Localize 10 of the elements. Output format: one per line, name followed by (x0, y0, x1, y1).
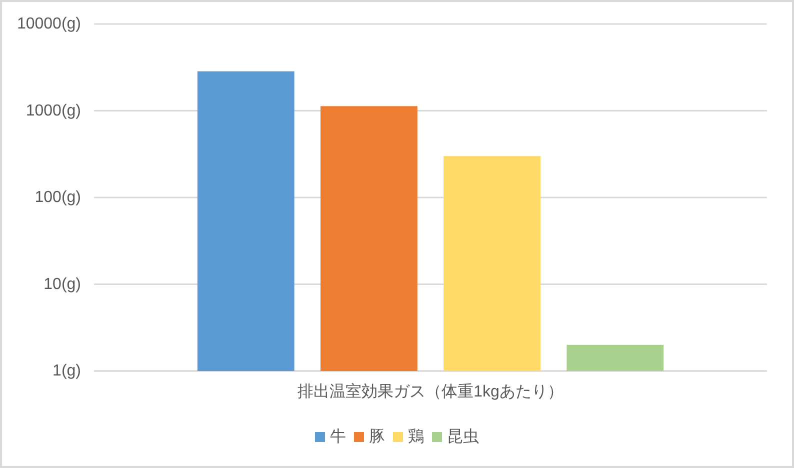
y-tick-label: 10(g) (44, 276, 81, 293)
y-tick-label: 1(g) (52, 362, 81, 380)
legend-label: 豚 (369, 428, 385, 446)
x-tick-label: 排出温室効果ガス（体重1kgあたり） (298, 382, 564, 400)
legend-label: 牛 (330, 428, 346, 446)
legend-label: 昆虫 (447, 428, 479, 446)
y-tick-label: 10000(g) (16, 16, 81, 32)
legend-label: 鶏 (408, 428, 424, 446)
y-tick-label: 1000(g) (26, 102, 81, 120)
y-tick-label: 100(g) (34, 189, 81, 206)
